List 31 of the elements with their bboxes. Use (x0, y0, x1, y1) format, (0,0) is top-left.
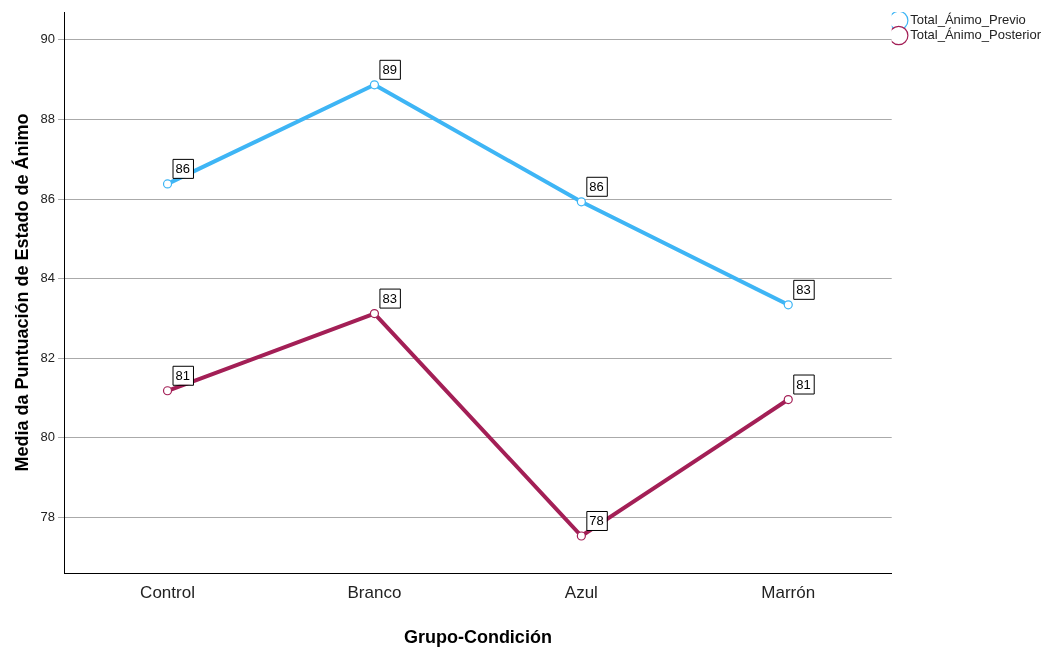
data-label: 78 (589, 513, 604, 529)
x-tick-label: Marrón (761, 582, 816, 602)
point (783, 394, 793, 405)
point (162, 386, 173, 396)
point (783, 300, 793, 310)
data-label: 86 (175, 160, 190, 176)
data-label: 81 (175, 367, 190, 383)
point (576, 531, 586, 541)
point (576, 197, 586, 207)
y-tick-label: 80 (40, 429, 56, 445)
y-tick-label: 86 (40, 190, 56, 206)
data-label: 81 (796, 376, 811, 392)
data-label: 83 (796, 281, 811, 297)
y-axis-title: Media da Puntuación de Estado de Ánimo (10, 113, 32, 472)
y-tick-label: 82 (40, 349, 56, 365)
y-tick-label: 90 (40, 31, 56, 47)
point (369, 308, 380, 319)
data-label: 86 (589, 178, 604, 194)
point (162, 179, 173, 189)
data-label: 89 (382, 61, 397, 77)
y-tick-label: 78 (40, 508, 56, 524)
x-tick-label: Control (140, 582, 195, 602)
legend-label: Total_Ánimo_Posterior (910, 27, 1042, 43)
legend-label: Total_Ánimo_Previo (910, 12, 1026, 28)
data-label: 83 (382, 290, 397, 306)
x-tick-label: Branco (347, 582, 402, 602)
x-tick-label: Azul (564, 582, 598, 602)
x-axis-title: Grupo-Condición (403, 627, 552, 648)
y-tick-label: 88 (40, 111, 56, 126)
point (369, 80, 380, 90)
y-tick-label: 84 (40, 270, 56, 286)
